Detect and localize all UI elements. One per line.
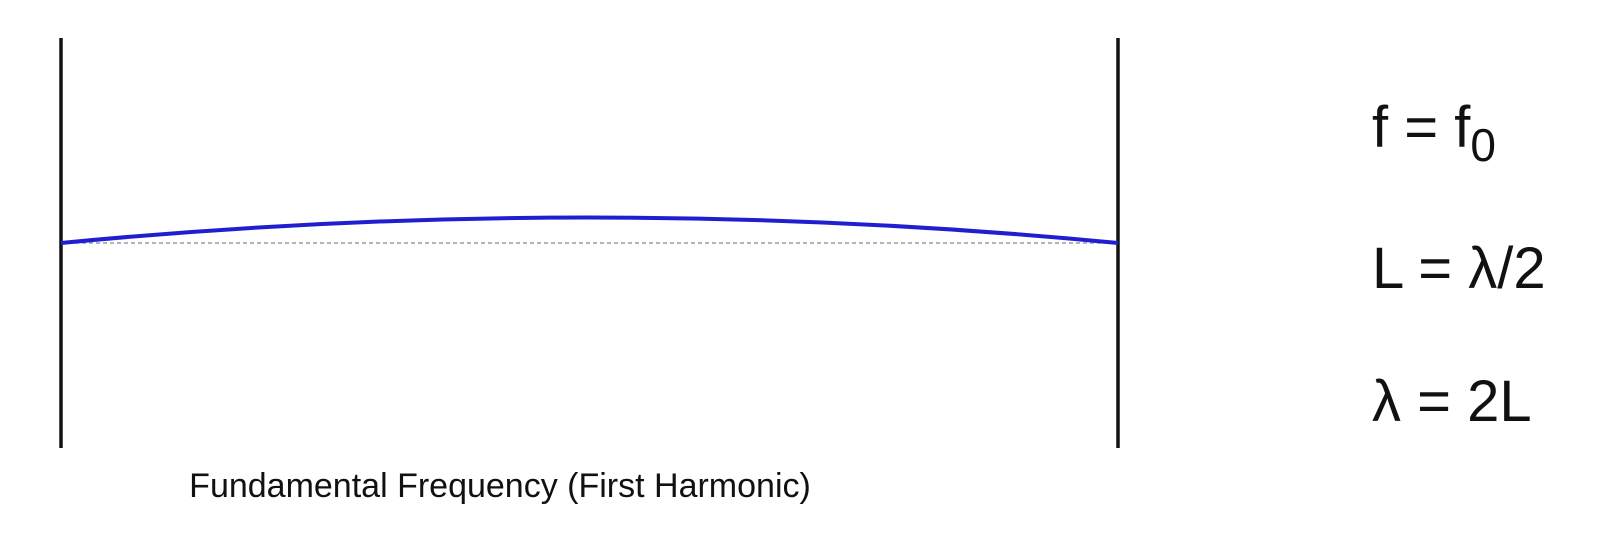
equation-frequency-subscript: 0 [1470, 119, 1496, 171]
equation-wavelength-rhs: 2L [1467, 369, 1532, 434]
equation-wavelength-op: = [1401, 369, 1468, 434]
equation-frequency: f = f0 [1372, 95, 1496, 169]
equation-length-lhs: L [1372, 236, 1403, 301]
vibrating-string-wave [60, 215, 1119, 245]
equation-wavelength-lhs: λ [1372, 369, 1401, 434]
equation-frequency-lhs: f [1372, 95, 1389, 160]
equation-length: L = λ/2 [1372, 237, 1546, 301]
equation-length-rhs: λ/2 [1468, 236, 1546, 301]
equation-frequency-op: = [1388, 95, 1455, 160]
diagram-caption: Fundamental Frequency (First Harmonic) [189, 467, 811, 505]
equation-frequency-rhs: f [1454, 95, 1471, 160]
equation-length-op: = [1402, 236, 1469, 301]
equation-wavelength: λ = 2L [1372, 370, 1532, 434]
